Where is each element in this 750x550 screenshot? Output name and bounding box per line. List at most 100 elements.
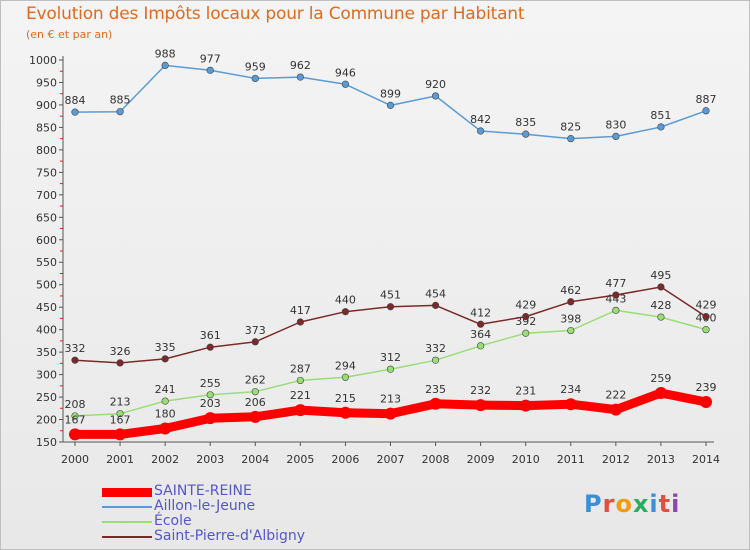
data-label: 232 [470,384,491,397]
data-point [249,410,262,423]
data-label: 412 [470,306,491,319]
chart-subtitle: (en € et par an) [26,28,113,41]
data-point [296,73,304,81]
data-point [477,127,485,135]
x-tick-label: 2005 [286,453,314,466]
x-tick-label: 2006 [331,453,359,466]
y-tick-label: 650 [36,211,57,224]
data-point [609,403,622,416]
data-point [341,80,350,88]
data-label: 830 [605,118,626,131]
y-tick-label: 200 [36,414,57,427]
data-label: 884 [65,94,86,107]
data-point [431,356,440,364]
data-label: 213 [380,393,401,406]
x-tick-label: 2013 [647,453,675,466]
x-tick-label: 2004 [241,453,269,466]
y-tick-label: 250 [36,391,57,404]
data-point [116,108,124,116]
data-label: 287 [290,362,311,375]
data-label: 842 [470,113,491,126]
chart-title: Evolution des Impôts locaux pour la Comm… [26,4,525,24]
y-tick-label: 150 [36,436,57,449]
data-label: 835 [515,116,536,129]
data-point [251,388,259,396]
data-label: 495 [650,269,671,282]
data-point [161,355,169,363]
data-point [431,301,440,309]
y-tick-label: 450 [36,301,57,314]
x-tick-label: 2003 [196,453,224,466]
data-point [251,74,259,83]
y-tick-label: 900 [36,99,57,112]
x-tick-label: 2010 [512,453,540,466]
logo-letter: r [602,490,616,518]
y-tick-label: 350 [36,346,57,359]
data-label: 429 [515,299,536,312]
data-point [294,404,307,417]
data-label: 392 [515,315,536,328]
logo-letter: P [584,490,603,518]
data-label: 167 [65,413,86,426]
data-label: 332 [65,342,86,355]
data-point [296,376,304,385]
data-point [567,135,575,143]
data-label: 988 [155,47,176,60]
logo-letter: t [658,490,672,518]
x-tick-label: 2002 [151,453,179,466]
logo-letter: x [632,490,650,518]
legend-swatch [102,487,152,497]
x-tick-label: 2011 [557,453,585,466]
legend-swatch [102,536,152,538]
data-point [522,329,530,337]
data-point [296,318,304,326]
legend-label: Saint-Pierre-d'Albigny [154,528,306,544]
data-label: 235 [425,383,446,396]
x-tick-label: 2008 [422,453,450,466]
data-label: 462 [560,284,581,297]
data-point [474,399,487,412]
proxiti-logo: Proxiti [584,490,680,518]
x-tick-label: 2001 [106,453,134,466]
data-label: 885 [110,94,131,107]
data-label: 959 [245,60,266,73]
data-label: 167 [110,413,131,426]
data-point [251,338,259,346]
data-label: 454 [425,287,446,300]
data-point [702,107,710,115]
data-label: 899 [380,87,401,100]
data-label: 203 [200,397,221,410]
data-label: 477 [605,277,626,290]
data-point [612,291,620,299]
data-point [341,373,350,381]
data-point [384,407,397,420]
data-point [114,428,127,441]
data-label: 962 [290,59,311,72]
data-label: 312 [380,351,401,364]
data-point [654,387,667,400]
data-point [386,303,395,311]
data-point [702,326,710,334]
data-label: 946 [335,66,356,79]
data-point [612,132,620,140]
data-label: 825 [560,121,581,134]
logo-letter: i [671,490,681,518]
data-point [429,397,442,410]
data-label: 977 [200,52,221,65]
data-label: 239 [696,381,717,394]
data-label: 920 [425,78,446,91]
data-point [341,308,350,316]
data-label: 361 [200,329,221,342]
data-point [657,123,665,131]
data-point [206,343,214,351]
legend-swatch [102,506,152,508]
data-label: 213 [110,396,131,409]
legend-label: Aillon-le-Jeune [154,498,256,514]
data-label: 887 [696,93,717,106]
y-tick-label: 850 [36,121,57,134]
data-point [567,326,575,335]
y-tick-label: 1000 [29,54,57,67]
y-tick-label: 300 [36,369,57,382]
data-label: 206 [245,396,266,409]
data-point [522,130,530,138]
